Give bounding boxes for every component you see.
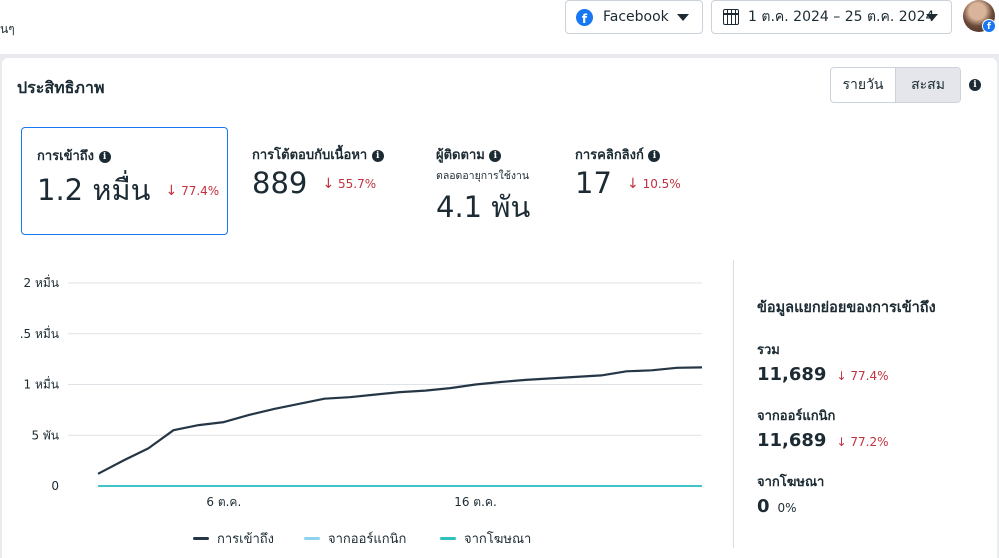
breakdown-total-delta-text: 77.4% — [850, 369, 889, 383]
info-icon[interactable]: i — [489, 150, 502, 162]
legend-swatch — [440, 537, 456, 540]
info-icon[interactable]: i — [969, 79, 981, 91]
metric-reach-label: การเข้าถึง — [37, 149, 95, 164]
arrow-down-icon: ↓ — [836, 435, 847, 449]
top-bar: นๆ f Facebook 1 ต.ค. 2024 – 25 ต.ค. 2024… — [0, 0, 999, 54]
metric-followers-value: 4.1 พัน — [436, 190, 531, 224]
performance-card: ประสิทธิภาพ รายวัน สะสม i การเข้าถึง i 1… — [2, 58, 997, 558]
platform-label: Facebook — [603, 9, 669, 25]
breakdown-organic-label: จากออร์แกนิก — [757, 409, 836, 424]
y-tick-label: 5 พัน — [31, 428, 59, 442]
breakdown-total-value: 11,689 — [757, 364, 827, 385]
metric-label: การเข้าถึง i — [37, 145, 227, 166]
metric-value-row: 1.2 หมื่น ↓ 77.4% — [37, 167, 227, 213]
breakdown-organic-delta-text: 77.2% — [850, 435, 889, 449]
breakdown-total-row: 11,689 ↓ 77.4% — [757, 364, 987, 385]
breakdown-ads-value: 0 — [757, 496, 770, 517]
legend-item-ads[interactable]: จากโฆษณา — [440, 528, 531, 549]
arrow-down-icon: ↓ — [627, 176, 639, 192]
reach-breakdown-panel: ข้อมูลแยกย่อยของการเข้าถึง รวม 11,689 ↓ … — [757, 296, 987, 517]
metric-reach-value: 1.2 หมื่น — [37, 173, 151, 207]
metric-link-clicks-delta: ↓ 10.5% — [627, 176, 681, 192]
legend-label: จากโฆษณา — [464, 532, 532, 547]
arrow-down-icon: ↓ — [322, 176, 335, 192]
metric-value-row: 4.1 พัน — [436, 184, 566, 230]
legend-swatch — [193, 537, 209, 540]
breakdown-ads-label: จากโฆษณา — [757, 475, 825, 490]
legend-label: จากออร์แกนิก — [328, 532, 407, 547]
calendar-icon — [723, 9, 739, 25]
breakdown-title: ข้อมูลแยกย่อยของการเข้าถึง — [757, 300, 936, 316]
metric-engagement-value: 889 — [252, 166, 308, 200]
y-tick-label: 1 หมื่น — [24, 376, 59, 392]
legend-label: การเข้าถึง — [217, 532, 275, 547]
legend-item-organic[interactable]: จากออร์แกนิก — [304, 528, 406, 549]
metric-link-clicks-delta-text: 10.5% — [642, 177, 681, 191]
metric-followers-sublabel: ตลอดอายุการใช้งาน — [436, 170, 530, 182]
metric-reach-delta: ↓ 77.4% — [165, 183, 220, 199]
platform-selector[interactable]: f Facebook — [565, 0, 703, 34]
metric-reach-delta-text: 77.4% — [181, 184, 220, 198]
facebook-badge-icon: f — [982, 19, 996, 33]
breakdown-organic-delta: ↓ 77.2% — [836, 435, 888, 449]
metric-card-reach[interactable]: การเข้าถึง i 1.2 หมื่น ↓ 77.4% — [21, 127, 228, 235]
metric-link-clicks-value: 17 — [575, 166, 612, 200]
info-icon[interactable]: i — [648, 150, 661, 162]
metric-link-clicks-label: การคลิกลิงก์ — [575, 148, 644, 163]
reach-line-chart[interactable]: 0 5 พัน 1 หมื่น .5 หมื่น 2 หมื่น 6 ต.ค. 16 ต.ค… — [2, 266, 712, 526]
info-icon[interactable]: i — [98, 151, 111, 163]
metric-label: การคลิกลิงก์ i — [575, 144, 705, 165]
metric-engagement-label: การโต้ตอบกับเนื้อหา — [252, 148, 368, 163]
breakdown-total-label: รวม — [757, 343, 780, 358]
view-toggle: รายวัน สะสม — [830, 67, 961, 103]
x-tick-label: 16 ต.ค. — [454, 495, 497, 509]
facebook-icon: f — [576, 8, 593, 26]
legend-item-reach[interactable]: การเข้าถึง — [193, 528, 274, 549]
breakdown-ads-row: 0 0% — [757, 496, 987, 517]
breakdown-total-delta: ↓ 77.4% — [836, 369, 888, 383]
metric-card-engagement[interactable]: การโต้ตอบกับเนื้อหา i 889 ↓ 55.7% — [252, 127, 422, 235]
breakdown-ads-delta: 0% — [777, 501, 797, 515]
y-tick-label: 0 — [51, 479, 59, 493]
metric-engagement-delta: ↓ 55.7% — [322, 176, 377, 192]
chevron-down-icon — [677, 14, 689, 21]
section-title: ประสิทธิภาพ — [17, 78, 105, 97]
info-icon[interactable]: i — [371, 150, 384, 162]
legend-swatch — [304, 537, 320, 540]
arrow-down-icon: ↓ — [836, 369, 847, 383]
date-range-selector[interactable]: 1 ต.ค. 2024 – 25 ต.ค. 2024 — [711, 0, 952, 34]
x-tick-label: 6 ต.ค. — [206, 495, 241, 509]
series-line-0 — [97, 366, 703, 475]
vertical-divider — [733, 260, 734, 548]
metric-label: การโต้ตอบกับเนื้อหา i — [252, 144, 422, 165]
metric-card-followers[interactable]: ผู้ติดตาม i ตลอดอายุการใช้งาน 4.1 พัน — [436, 127, 566, 235]
arrow-down-icon: ↓ — [165, 183, 178, 199]
metric-value-row: 889 ↓ 55.7% — [252, 166, 422, 200]
breakdown-organic-row: 11,689 ↓ 77.2% — [757, 430, 987, 451]
page-name-fragment: นๆ — [0, 22, 15, 36]
chevron-down-icon — [926, 14, 938, 21]
metric-followers-label: ผู้ติดตาม — [436, 148, 485, 163]
metric-card-link-clicks[interactable]: การคลิกลิงก์ i 17 ↓ 10.5% — [575, 127, 705, 235]
metric-engagement-delta-text: 55.7% — [338, 177, 377, 191]
metric-value-row: 17 ↓ 10.5% — [575, 166, 705, 200]
y-tick-label: .5 หมื่น — [20, 325, 59, 341]
daily-toggle-button[interactable]: รายวัน — [842, 77, 884, 93]
date-range-label: 1 ต.ค. 2024 – 25 ต.ค. 2024 — [748, 9, 935, 25]
cumulative-toggle-button[interactable]: สะสม — [895, 68, 960, 102]
y-tick-label: 2 หมื่น — [24, 274, 59, 290]
breakdown-organic-value: 11,689 — [757, 430, 827, 451]
metric-label: ผู้ติดตาม i — [436, 144, 566, 165]
